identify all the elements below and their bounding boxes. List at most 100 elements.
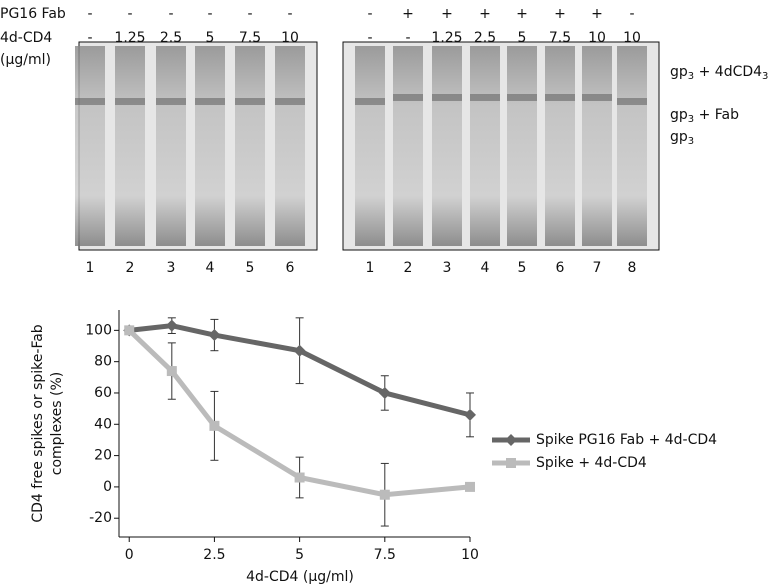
lane-number: 2: [404, 260, 413, 276]
gel-lane: [545, 46, 575, 246]
fab-label: -: [367, 6, 372, 22]
y-axis-title: CD4 free spikes or spike-Fab: [30, 324, 46, 522]
cd4-label: 7.5: [549, 30, 571, 46]
y-tick-label: 0: [103, 479, 112, 495]
fab-label: +: [591, 6, 603, 22]
cd4-label: 2.5: [474, 30, 496, 46]
gel-band: [507, 94, 537, 101]
fab-label: -: [87, 6, 92, 22]
band-label-part: gp: [670, 64, 688, 80]
fab-label: -: [287, 6, 292, 22]
row-label: 4d-CD4: [0, 30, 52, 46]
gel-lane: [470, 46, 500, 246]
lane-number: 7: [593, 260, 602, 276]
band-label-part: 3: [688, 136, 694, 147]
point: [464, 408, 476, 421]
cd4-label: 5: [518, 30, 527, 46]
fab-label: -: [207, 6, 212, 22]
fab-label: +: [479, 6, 491, 22]
lane-number: 4: [206, 260, 215, 276]
band-label: gp3 + 4dCD43: [670, 64, 768, 82]
gel-band: [545, 94, 575, 101]
gel-lane: [195, 46, 225, 246]
point: [465, 481, 475, 492]
lane-number: 6: [286, 260, 295, 276]
gel-band: [393, 94, 423, 101]
lane-number: 2: [126, 260, 135, 276]
fab-label: +: [402, 6, 414, 22]
point: [124, 325, 135, 336]
x-tick-label: 0: [125, 547, 134, 563]
lane-number: 8: [628, 260, 637, 276]
point: [166, 366, 177, 377]
cd4-label: 1.25: [114, 30, 145, 46]
gel-labels: PG16 Fab 4d-CD4 (µg/ml) - - 1 - 1.25 2 - 2.5 3 - 5 4 - 7…: [0, 6, 768, 276]
legend-label: Spike PG16 Fab + 4d-CD4: [536, 432, 717, 448]
fab-label: -: [127, 6, 132, 22]
legend-marker: [506, 458, 516, 468]
gel-band: [355, 98, 385, 105]
gel-lane: [393, 46, 423, 246]
point: [165, 319, 178, 332]
gel-band: [156, 98, 186, 105]
cd4-label: 2.5: [160, 30, 182, 46]
point: [379, 489, 390, 500]
band-label-part: + 4dCD4: [694, 64, 762, 80]
x-axis-title: 4d-CD4 (µg/ml): [246, 569, 354, 585]
fab-label: +: [441, 6, 453, 22]
lane-number: 6: [556, 260, 565, 276]
row-label: (µg/ml): [0, 52, 51, 68]
gel-band: [115, 98, 145, 105]
fab-label: -: [168, 6, 173, 22]
cd4-label: 10: [281, 30, 299, 46]
y-tick-label: 60: [94, 385, 112, 401]
gel-lane: [432, 46, 462, 246]
gel-band: [275, 98, 305, 105]
lane-number: 5: [518, 260, 527, 276]
x-tick-label: 7.5: [374, 547, 396, 563]
gel-band: [617, 98, 647, 105]
point: [294, 472, 305, 483]
legend-marker: [505, 434, 517, 446]
fab-label: -: [247, 6, 252, 22]
x-tick-label: 10: [461, 547, 479, 563]
cd4-label: 10: [623, 30, 641, 46]
series-line: [128, 323, 471, 418]
lane-number: 3: [167, 260, 176, 276]
lane-number: 1: [366, 260, 375, 276]
gel-lane: [75, 46, 105, 246]
gel-band: [470, 94, 500, 101]
x-tick-label: 5: [295, 547, 304, 563]
gel-lane: [115, 46, 145, 246]
gel-lane: [617, 46, 647, 246]
gel-lane: [582, 46, 612, 246]
cd4-label: 7.5: [239, 30, 261, 46]
fab-label: -: [629, 6, 634, 22]
band-label-part: 3: [688, 114, 694, 125]
gel-band: [195, 98, 225, 105]
band-label-part: gp: [670, 129, 688, 145]
lane-number: 5: [246, 260, 255, 276]
fab-label: +: [554, 6, 566, 22]
band-label-part: 3: [688, 71, 694, 82]
band-label: gp3: [670, 129, 694, 147]
row-label: PG16 Fab: [0, 6, 66, 22]
band-label: gp3 + Fab: [670, 107, 739, 125]
chart: -20 0 20 40 60 80 100 0 2.5 5 7.5 10 4d-CD4 (µg/ml) C…: [30, 310, 717, 585]
cd4-label: -: [87, 30, 92, 46]
point: [293, 344, 306, 357]
y-tick-label: 20: [94, 448, 112, 464]
point: [209, 420, 220, 431]
gel-band: [582, 94, 612, 101]
gel-lane: [235, 46, 265, 246]
band-label-part: gp: [670, 107, 688, 123]
gel-band: [235, 98, 265, 105]
gel-lane: [275, 46, 305, 246]
point: [208, 329, 221, 342]
fab-label: +: [516, 6, 528, 22]
y-tick-label: 40: [94, 416, 112, 432]
y-tick-label: 80: [94, 354, 112, 370]
band-label-part: + Fab: [694, 107, 739, 123]
gel-band: [432, 94, 462, 101]
cd4-label: 5: [206, 30, 215, 46]
